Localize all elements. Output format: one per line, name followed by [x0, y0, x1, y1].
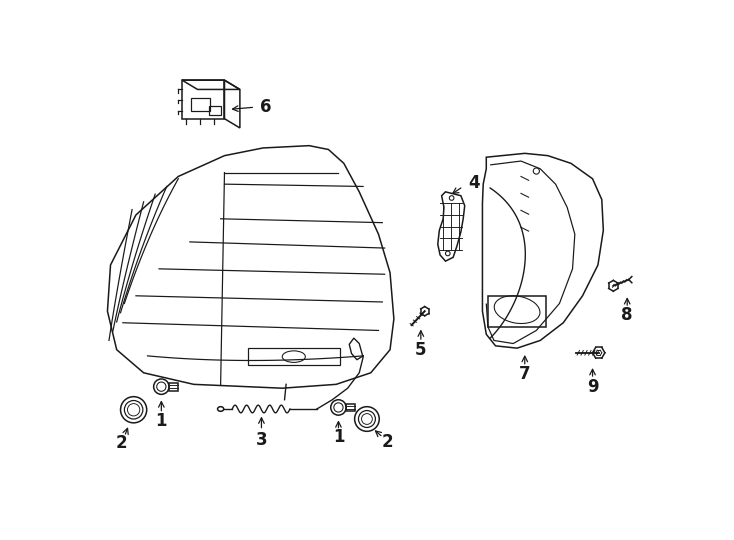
- Bar: [169, 383, 178, 390]
- Text: 6: 6: [260, 98, 272, 116]
- Text: 5: 5: [415, 341, 426, 359]
- Bar: [247, 348, 340, 365]
- Bar: [346, 403, 355, 411]
- Text: 1: 1: [333, 428, 344, 447]
- Text: 9: 9: [586, 377, 598, 396]
- Text: 7: 7: [519, 366, 531, 383]
- Text: 8: 8: [622, 306, 633, 324]
- Bar: [488, 296, 545, 327]
- Text: 2: 2: [382, 433, 393, 451]
- Text: 3: 3: [255, 431, 267, 449]
- Text: 4: 4: [468, 174, 480, 192]
- Text: 1: 1: [156, 411, 167, 429]
- Bar: [209, 106, 221, 115]
- Text: 2: 2: [115, 434, 127, 452]
- Bar: [192, 98, 211, 111]
